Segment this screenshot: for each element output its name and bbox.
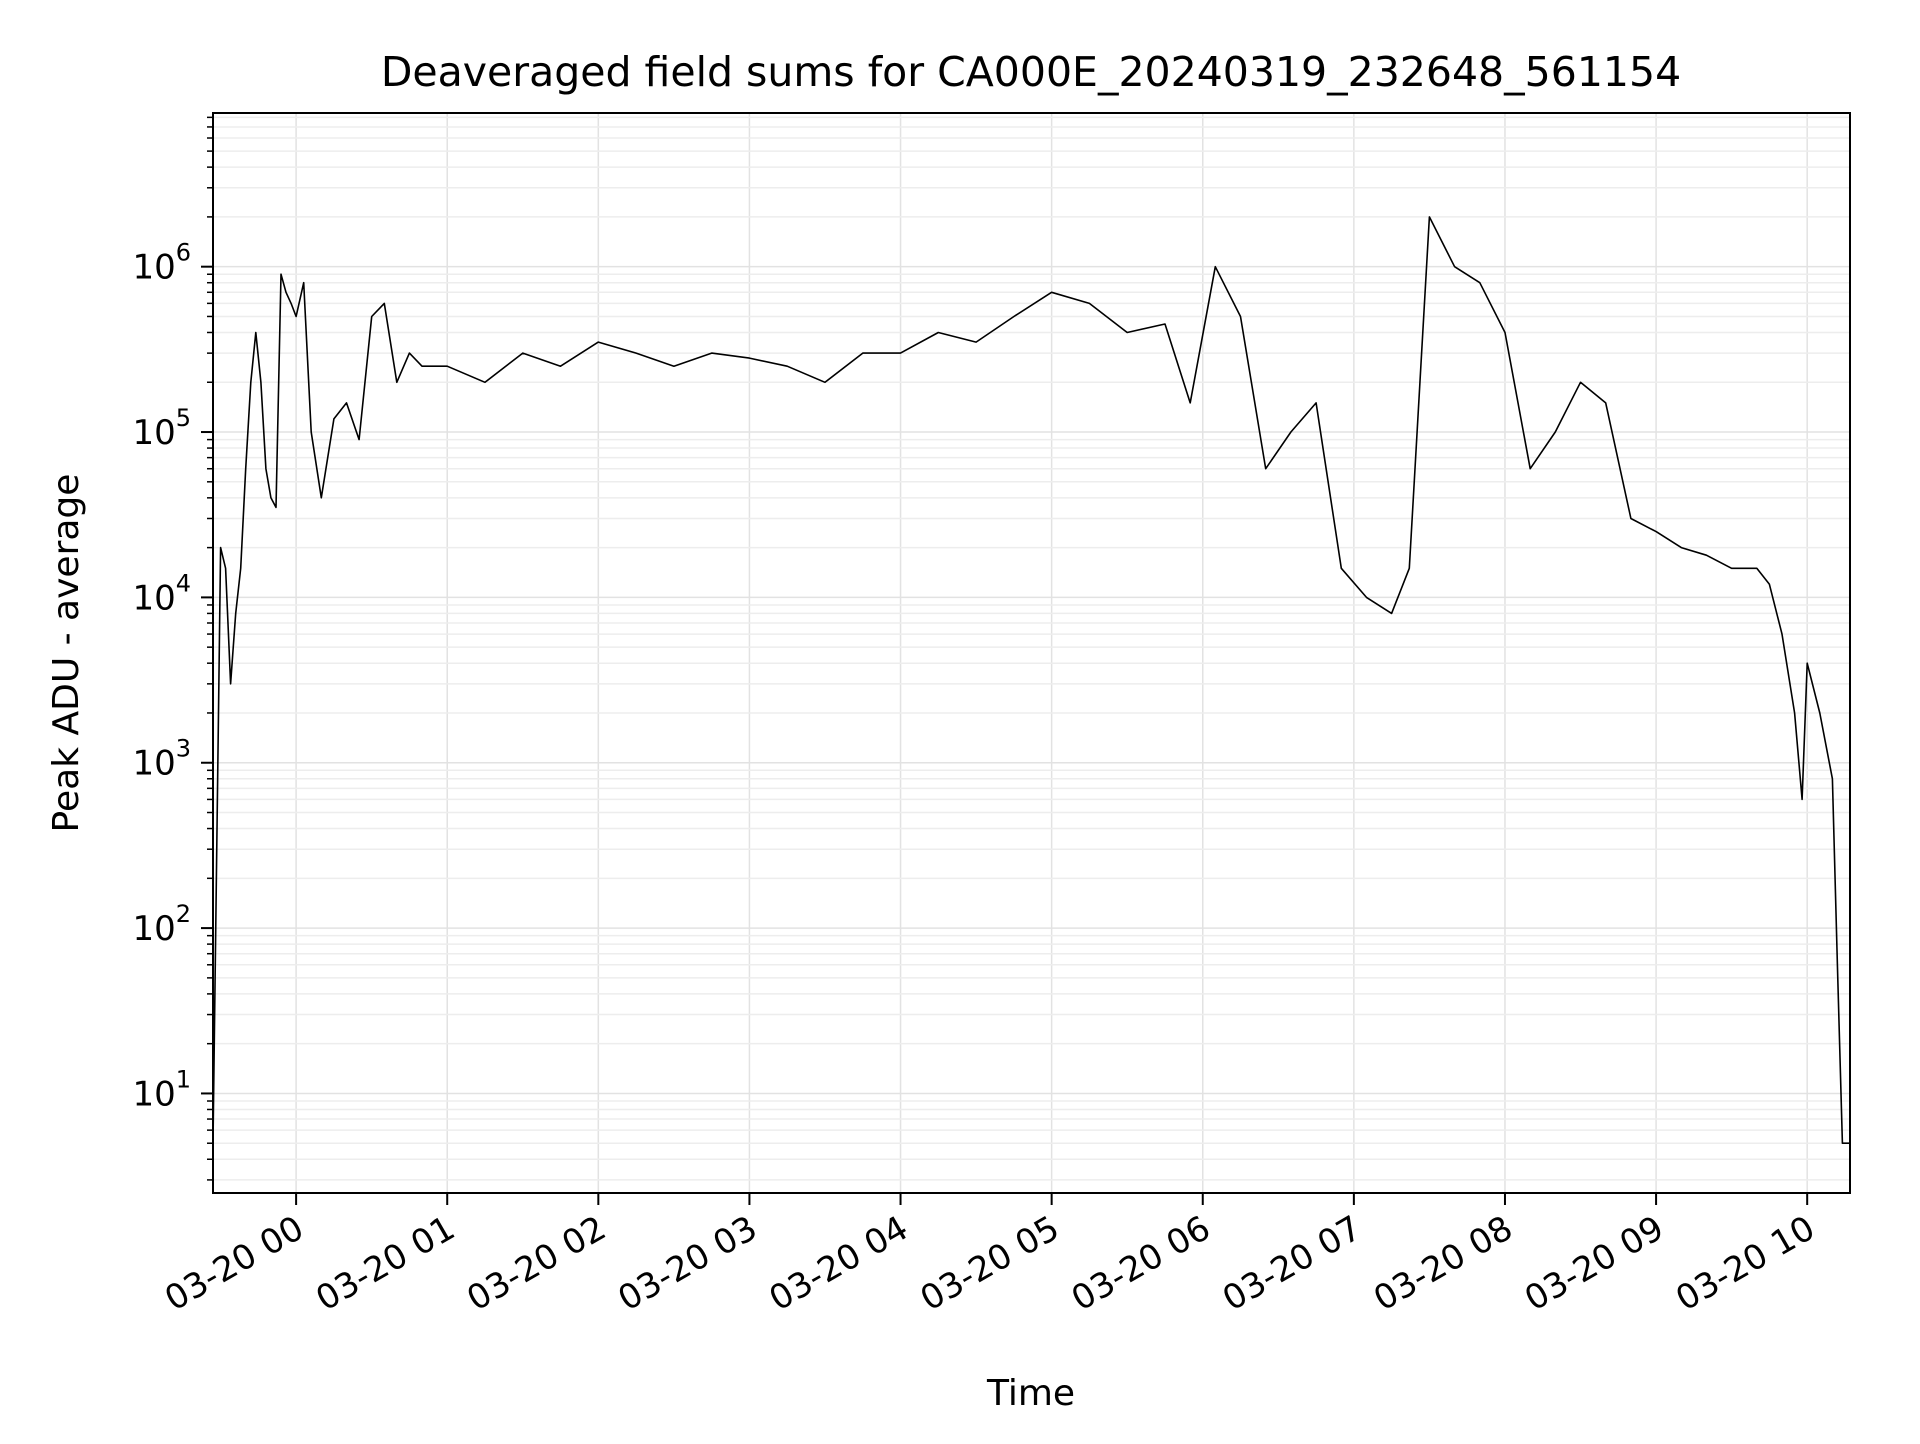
y-tick-base: 10 <box>132 413 175 453</box>
x-tick-label: 03-20 04 <box>763 1208 915 1319</box>
y-tick-base: 10 <box>132 909 175 949</box>
y-tick-base: 10 <box>132 1074 175 1114</box>
y-tick-label: 106 <box>132 239 191 288</box>
x-tick-label: 03-20 05 <box>914 1208 1066 1319</box>
series-line-0 <box>212 216 1850 1144</box>
y-tick-label: 104 <box>132 569 191 618</box>
x-tick-label: 03-20 00 <box>158 1208 310 1319</box>
x-tick-label: 03-20 07 <box>1216 1208 1368 1319</box>
grid-layer <box>213 113 1850 1193</box>
y-tick-label: 102 <box>132 900 191 949</box>
axes-layer <box>212 112 1851 1194</box>
y-tick-exponent: 6 <box>176 239 191 267</box>
y-tick-label: 103 <box>132 735 191 784</box>
y-axis-label: Peak ADU - average <box>46 474 87 833</box>
chart-title: Deaveraged field sums for CA000E_2024031… <box>381 48 1681 96</box>
y-tick-label: 105 <box>132 404 191 453</box>
x-tick-label: 03-20 03 <box>612 1208 764 1319</box>
x-tick-label: 03-20 09 <box>1518 1208 1670 1319</box>
y-tick-exponent: 2 <box>176 900 191 928</box>
y-tick-base: 10 <box>132 248 175 288</box>
x-tick-label: 03-20 01 <box>309 1208 461 1319</box>
x-axis-label: Time <box>986 1373 1075 1414</box>
y-tick-exponent: 1 <box>176 1065 191 1093</box>
y-tick-exponent: 3 <box>176 735 191 763</box>
y-tick-label: 101 <box>132 1065 191 1114</box>
x-tick-label: 03-20 08 <box>1367 1208 1519 1319</box>
plot-frame <box>212 112 1851 1194</box>
x-tick-label: 03-20 10 <box>1669 1208 1821 1319</box>
x-tick-label: 03-20 06 <box>1065 1208 1217 1319</box>
y-tick-base: 10 <box>132 744 175 784</box>
x-tick-label: 03-20 02 <box>460 1208 612 1319</box>
y-tick-exponent: 4 <box>176 569 191 597</box>
series-layer <box>212 216 1850 1144</box>
y-tick-base: 10 <box>132 578 175 618</box>
y-tick-exponent: 5 <box>176 404 191 432</box>
